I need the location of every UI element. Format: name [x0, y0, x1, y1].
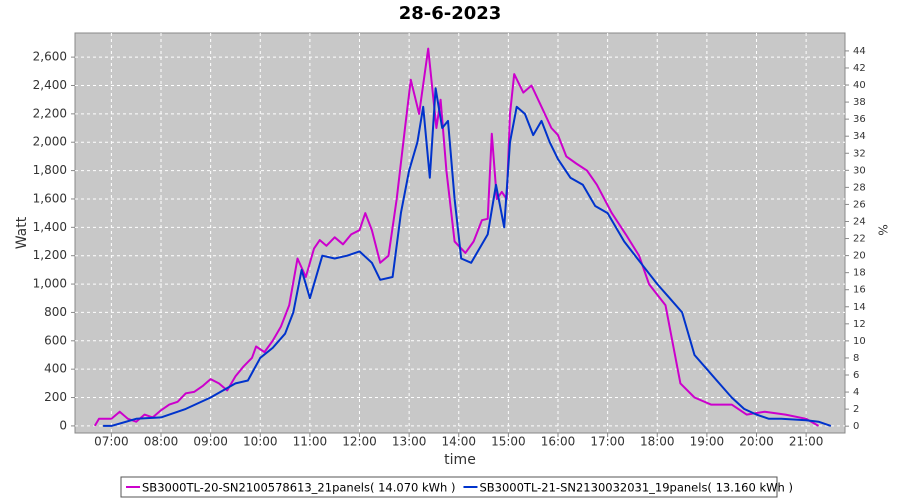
y-tick-label: 600 [44, 333, 67, 347]
y-tick-label: 2,000 [33, 135, 67, 149]
y-tick-label: 800 [44, 305, 67, 319]
y-tick-label: 1,600 [33, 191, 67, 205]
x-tick-label: 21:00 [789, 435, 824, 449]
y-tick-label: 1,200 [33, 248, 67, 262]
y2-tick-label: 16 [853, 285, 866, 296]
y-tick-label: 1,000 [33, 277, 67, 291]
y2-tick-label: 24 [853, 216, 866, 227]
y2-tick-label: 36 [853, 114, 866, 125]
x-tick-label: 20:00 [739, 435, 774, 449]
y2-tick-label: 6 [853, 370, 859, 381]
y2-tick-label: 38 [853, 97, 866, 108]
y-axis-label: Watt [14, 216, 30, 249]
x-tick-label: 13:00 [392, 435, 427, 449]
y-tick-label: 2,200 [33, 106, 67, 120]
y2-tick-label: 2 [853, 404, 859, 415]
y2-tick-label: 10 [853, 336, 866, 347]
x-tick-label: 16:00 [541, 435, 576, 449]
series-line [93, 47, 819, 427]
y2-tick-label: 34 [853, 131, 866, 142]
legend-label: SB3000TL-21-SN2130032031_19panels( 13.16… [479, 481, 792, 495]
y2-tick-label: 44 [853, 46, 866, 57]
y2-tick-label: 22 [853, 234, 866, 245]
y2-axis-label: % [876, 224, 890, 235]
y-tick-label: 200 [44, 390, 67, 404]
x-axis-label: time [444, 452, 476, 468]
y2-tick-label: 14 [853, 302, 866, 313]
y-tick-label: 0 [59, 418, 67, 432]
legend [120, 476, 778, 498]
y2-tick-label: 8 [853, 353, 859, 364]
x-tick-label: 12:00 [342, 435, 377, 449]
y2-tick-label: 28 [853, 182, 866, 193]
y2-tick-label: 0 [853, 421, 859, 432]
y2-tick-label: 40 [853, 80, 866, 91]
y2-tick-label: 42 [853, 63, 866, 74]
x-tick-label: 08:00 [144, 435, 179, 449]
x-tick-label: 14:00 [441, 435, 476, 449]
y-tick-label: 400 [44, 362, 67, 376]
x-tick-label: 15:00 [491, 435, 526, 449]
x-tick-label: 07:00 [94, 435, 129, 449]
legend-label: SB3000TL-20-SN2100578613_21panels( 14.07… [142, 481, 455, 495]
y2-tick-label: 18 [853, 268, 866, 279]
y2-tick-label: 4 [853, 387, 859, 398]
plot-area [74, 32, 846, 434]
x-tick-label: 18:00 [640, 435, 675, 449]
y-tick-label: 1,400 [33, 220, 67, 234]
x-tick-label: 19:00 [690, 435, 725, 449]
x-tick-label: 17:00 [590, 435, 625, 449]
y2-tick-label: 32 [853, 148, 866, 159]
x-tick-label: 09:00 [193, 435, 228, 449]
y2-tick-label: 20 [853, 251, 866, 262]
x-tick-label: 10:00 [243, 435, 278, 449]
chart-title: 28-6-2023 [399, 3, 502, 24]
y2-tick-label: 26 [853, 199, 866, 210]
y2-tick-label: 12 [853, 319, 866, 330]
y2-tick-label: 30 [853, 165, 866, 176]
x-tick-label: 11:00 [293, 435, 328, 449]
y-tick-label: 1,800 [33, 163, 67, 177]
series-line [103, 87, 832, 427]
y-tick-label: 2,400 [33, 78, 67, 92]
y-tick-label: 2,600 [33, 50, 67, 64]
